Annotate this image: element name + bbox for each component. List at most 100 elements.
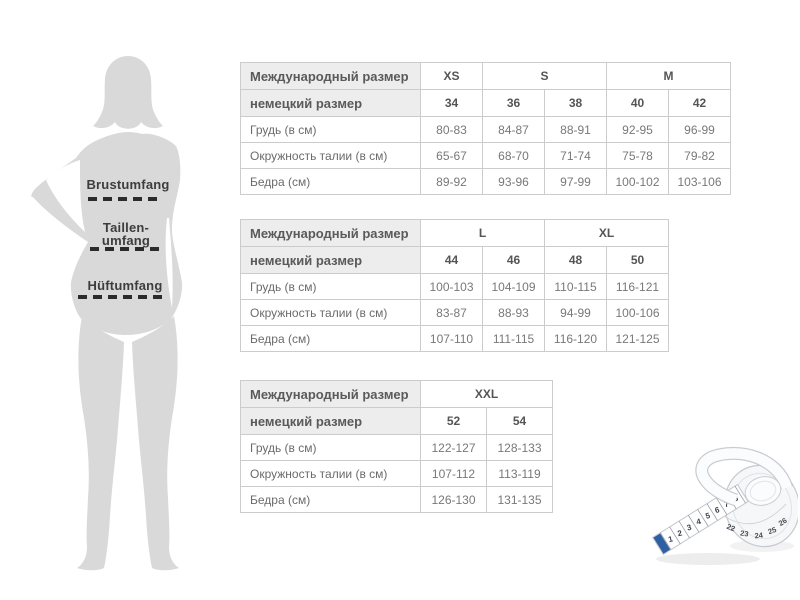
- de-size-cell: 34: [420, 89, 483, 117]
- table-row-hips: Бедра (см) 89-92 93-96 97-99 100-102 103…: [240, 168, 731, 195]
- bust-measure-line: [88, 197, 161, 201]
- size-table-l-xl: Международный размер L XL немецкий разме…: [240, 219, 669, 352]
- measuring-tape-illustration: 22 23 24 25 26 1 2 3 4: [650, 442, 800, 567]
- coil-number: 26: [777, 516, 789, 528]
- value-cell: 79-82: [668, 142, 731, 169]
- value-cell: 88-93: [482, 299, 545, 326]
- value-cell: 107-112: [420, 460, 487, 487]
- value-cell: 84-87: [482, 116, 545, 143]
- hip-measure-label: Hüftumfang: [87, 278, 163, 293]
- value-cell: 100-106: [606, 299, 669, 326]
- value-cell: 93-96: [482, 168, 545, 195]
- value-cell: 121-125: [606, 325, 669, 352]
- waist-measure-label-line1: Taillen-: [102, 220, 150, 235]
- row-label-cell: Грудь (в см): [240, 116, 421, 143]
- silhouette-left-leg: [77, 316, 124, 571]
- value-cell: 116-121: [606, 273, 669, 300]
- tape-shadow: [656, 553, 760, 565]
- measuring-tape-icon: 22 23 24 25 26 1 2 3 4: [652, 446, 800, 565]
- value-cell: 100-103: [420, 273, 483, 300]
- table-row-bust: Грудь (в см) 80-83 84-87 88-91 92-95 96-…: [240, 116, 731, 143]
- female-body-silhouette: [31, 56, 183, 571]
- value-cell: 111-115: [482, 325, 545, 352]
- value-cell: 128-133: [486, 434, 553, 461]
- bust-measure-label: Brustumfang: [86, 177, 170, 192]
- value-cell: 92-95: [606, 116, 669, 143]
- value-cell: 110-115: [544, 273, 607, 300]
- table-row-hips: Бедра (см) 107-110 111-115 116-120 121-1…: [240, 325, 669, 352]
- de-size-cell: 36: [482, 89, 545, 117]
- de-size-cell: 38: [544, 89, 607, 117]
- silhouette-head: [93, 56, 163, 129]
- international-size-header: Международный размер: [240, 62, 421, 90]
- de-size-cell: 40: [606, 89, 669, 117]
- de-size-cell: 42: [668, 89, 731, 117]
- value-cell: 94-99: [544, 299, 607, 326]
- tape-number: 3: [686, 523, 693, 533]
- arm-gap-cutout: [46, 160, 85, 232]
- international-size-header: Международный размер: [240, 380, 421, 408]
- value-cell: 97-99: [544, 168, 607, 195]
- table-row-hips: Бедра (см) 126-130 131-135: [240, 486, 553, 513]
- coil-number: 25: [767, 525, 778, 536]
- german-size-header: немецкий размер: [240, 407, 421, 435]
- tape-number: 6: [714, 505, 721, 515]
- tape-number: 2: [677, 528, 684, 538]
- value-cell: 71-74: [544, 142, 607, 169]
- row-label-cell: Окружность талии (в см): [240, 299, 421, 326]
- de-size-cell: 46: [482, 246, 545, 274]
- value-cell: 96-99: [668, 116, 731, 143]
- right-arm-sliver-cutout: [165, 218, 173, 308]
- tape-blue-tip: [653, 533, 671, 554]
- value-cell: 83-87: [420, 299, 483, 326]
- table-row-waist: Окружность талии (в см) 83-87 88-93 94-9…: [240, 299, 669, 326]
- table-row-bust: Грудь (в см) 122-127 128-133: [240, 434, 553, 461]
- int-size-cell: XL: [544, 219, 669, 247]
- value-cell: 89-92: [420, 168, 483, 195]
- row-label-cell: Грудь (в см): [240, 434, 421, 461]
- de-size-cell: 52: [420, 407, 487, 435]
- value-cell: 103-106: [668, 168, 731, 195]
- row-label-cell: Окружность талии (в см): [240, 460, 421, 487]
- value-cell: 116-120: [544, 325, 607, 352]
- int-size-cell: L: [420, 219, 545, 247]
- tape-number: 1: [667, 534, 674, 544]
- german-size-header: немецкий размер: [240, 246, 421, 274]
- int-size-cell: XS: [420, 62, 483, 90]
- row-label-cell: Бедра (см): [240, 325, 421, 352]
- waist-measure-line: [90, 247, 159, 251]
- coil-center-hole: [744, 476, 782, 506]
- coil-number: 22: [725, 522, 736, 533]
- silhouette-right-leg: [132, 316, 179, 571]
- int-size-cell: S: [482, 62, 607, 90]
- hip-measure-line: [78, 295, 164, 299]
- value-cell: 80-83: [420, 116, 483, 143]
- coil-band-edge: [723, 503, 787, 525]
- int-size-cell: XXL: [420, 380, 553, 408]
- row-label-cell: Бедра (см): [240, 486, 421, 513]
- tape-ribbon-wrap: [695, 446, 794, 507]
- tape-number: 7: [723, 499, 730, 509]
- int-size-cell: M: [606, 62, 731, 90]
- table-row-waist: Окружность талии (в см) 107-112 113-119: [240, 460, 553, 487]
- tape-number: 5: [705, 511, 712, 521]
- value-cell: 104-109: [482, 273, 545, 300]
- value-cell: 75-78: [606, 142, 669, 169]
- value-cell: 88-91: [544, 116, 607, 143]
- coil-number: 24: [754, 531, 764, 541]
- german-size-header: немецкий размер: [240, 89, 421, 117]
- row-label-cell: Окружность талии (в см): [240, 142, 421, 169]
- size-table-xs-s-m: Международный размер XS S M немецкий раз…: [240, 62, 731, 195]
- coil-number: 23: [740, 528, 750, 538]
- table-row-bust: Грудь (в см) 100-103 104-109 110-115 116…: [240, 273, 669, 300]
- value-cell: 126-130: [420, 486, 487, 513]
- female-silhouette-diagram: Brustumfang Taillen- umfang Hüftumfang: [30, 20, 230, 580]
- value-cell: 122-127: [420, 434, 487, 461]
- de-size-cell: 48: [544, 246, 607, 274]
- international-size-header: Международный размер: [240, 219, 421, 247]
- value-cell: 65-67: [420, 142, 483, 169]
- value-cell: 131-135: [486, 486, 553, 513]
- de-size-cell: 54: [486, 407, 553, 435]
- de-size-cell: 50: [606, 246, 669, 274]
